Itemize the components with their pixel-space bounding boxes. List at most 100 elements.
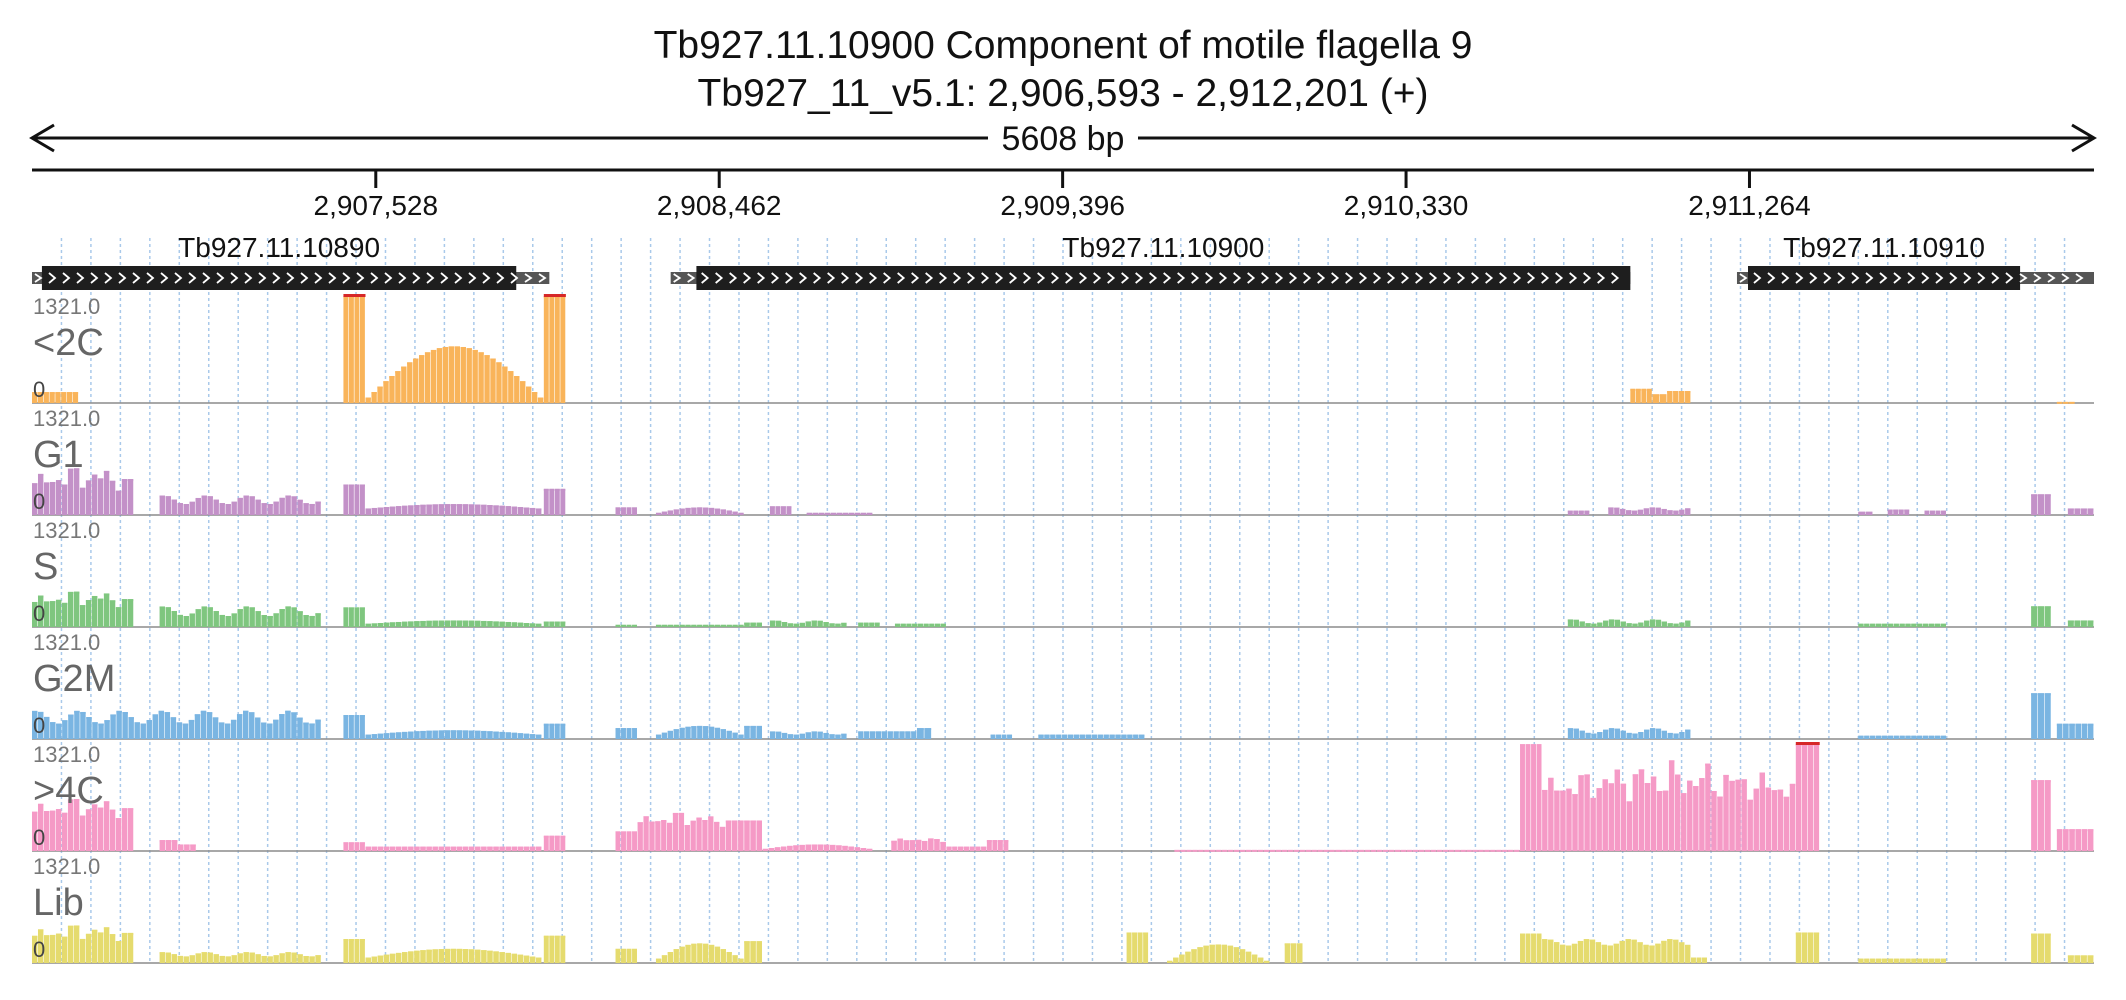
coverage-bar-cap: [315, 719, 321, 722]
coverage-bar: [1062, 734, 1068, 739]
coverage-bar-cap: [85, 809, 92, 812]
coverage-bar: [909, 840, 916, 851]
coverage-bar: [2081, 829, 2088, 851]
coverage-bar: [1577, 940, 1584, 963]
strand-arrow-icon: [1387, 272, 1396, 284]
coverage-bar-cap: [1735, 779, 1741, 782]
coverage-bar-cap: [408, 846, 414, 849]
coverage-bar-cap: [549, 488, 555, 491]
strand-arrow-icon: [510, 272, 519, 284]
coverage-bar-cap: [793, 845, 799, 848]
coverage-bar-cap: [1554, 790, 1560, 793]
coverage-bar-cap: [1173, 957, 1179, 960]
coverage-bar-cap: [1649, 945, 1655, 948]
coverage-bar: [1783, 796, 1790, 851]
coverage-bar: [61, 602, 68, 627]
coverage-bar: [177, 955, 183, 963]
coverage-bar-cap: [158, 710, 165, 713]
coverage-bar-cap: [1649, 619, 1656, 622]
coverage-bar-cap: [1911, 735, 1917, 738]
coverage-bar: [829, 734, 835, 739]
coverage-bar: [787, 734, 794, 739]
ruler-tick-label: 2,910,330: [1344, 190, 1469, 221]
coverage-bar-cap: [756, 622, 762, 625]
coverage-bar-cap: [1685, 944, 1691, 947]
coverage-bar: [402, 731, 408, 739]
coverage-bar: [32, 935, 38, 963]
coverage-bar-cap: [655, 512, 662, 515]
coverage-bar-cap: [1548, 939, 1554, 942]
strand-arrow-icon: [939, 272, 948, 284]
track-min-label: 0: [33, 825, 45, 850]
coverage-bar: [957, 846, 964, 851]
coverage-bar-cap: [738, 820, 744, 823]
coverage-bar: [55, 809, 62, 851]
coverage-bar-cap: [549, 935, 555, 938]
coverage-bar: [456, 846, 463, 851]
coverage-bar: [963, 846, 969, 851]
coverage-bar-cap: [456, 620, 463, 623]
coverage-bar: [49, 392, 55, 403]
coverage-bar-cap: [517, 622, 524, 625]
coverage-bar: [1567, 728, 1574, 739]
coverage-bar: [207, 496, 213, 515]
coverage-bar-cap: [176, 722, 183, 725]
coverage-bar: [891, 840, 897, 851]
coverage-bar: [1705, 763, 1711, 851]
coverage-bar: [1572, 794, 1578, 851]
coverage-bar-cap: [2056, 723, 2063, 726]
coverage-bar-cap: [1554, 942, 1560, 945]
coverage-bar-cap: [866, 512, 873, 515]
coverage-bar-cap: [543, 723, 549, 726]
coverage-bar-cap: [354, 607, 360, 610]
coverage-bar-cap: [273, 955, 279, 958]
coverage-bar: [496, 362, 502, 403]
coverage-bar-cap: [1614, 619, 1621, 622]
coverage-bar-cap: [975, 846, 981, 849]
strand-arrow-icon: [174, 272, 183, 284]
coverage-bar: [85, 933, 92, 963]
coverage-bar: [395, 732, 402, 739]
coverage-bar: [348, 296, 354, 403]
coverage-bar-cap: [32, 483, 38, 486]
coverage-bar-cap: [1603, 729, 1609, 732]
coverage-bar: [1655, 507, 1661, 515]
coverage-bar: [1520, 933, 1525, 963]
coverage-bar-cap: [475, 730, 481, 733]
coverage-bar-cap: [517, 954, 524, 957]
coverage-bar-cap: [560, 488, 566, 491]
coverage-bar-cap: [462, 730, 469, 733]
coverage-bar-cap: [1180, 849, 1186, 852]
coverage-bar-cap: [348, 607, 354, 610]
coverage-bar-cap: [1881, 735, 1888, 738]
coverage-bar-cap: [121, 479, 128, 482]
coverage-bar-cap: [848, 846, 854, 849]
strand-arrow-icon: [1893, 272, 1902, 284]
coverage-bar-cap: [1607, 945, 1613, 948]
coverage-bar: [189, 501, 195, 515]
coverage-bar-cap: [2044, 780, 2051, 783]
coverage-bar: [291, 496, 297, 515]
strand-arrow-icon: [953, 272, 962, 284]
coverage-bar-cap: [535, 734, 542, 737]
coverage-bar: [165, 496, 171, 515]
coverage-bar-cap: [897, 838, 903, 841]
track-min-label: 0: [33, 937, 45, 962]
coverage-bar-cap: [502, 366, 508, 369]
coverage-bar-cap: [805, 844, 812, 847]
coverage-bar: [371, 507, 378, 515]
coverage-bar: [841, 622, 847, 627]
coverage-bar: [649, 821, 655, 851]
coverage-bar-cap: [171, 610, 177, 613]
coverage-bar: [525, 386, 532, 403]
coverage-bar: [121, 599, 128, 627]
coverage-bar-cap: [726, 730, 732, 733]
coverage-bar-cap: [1643, 508, 1650, 511]
coverage-bar-cap: [1673, 733, 1679, 736]
coverage-bar: [508, 371, 514, 403]
coverage-bar-cap: [703, 624, 709, 627]
coverage-bar: [924, 728, 932, 739]
coverage-bar-cap: [481, 846, 487, 849]
coverage-track: 1321.0<2C0: [32, 294, 2094, 404]
coverage-bar-cap: [1472, 849, 1478, 852]
